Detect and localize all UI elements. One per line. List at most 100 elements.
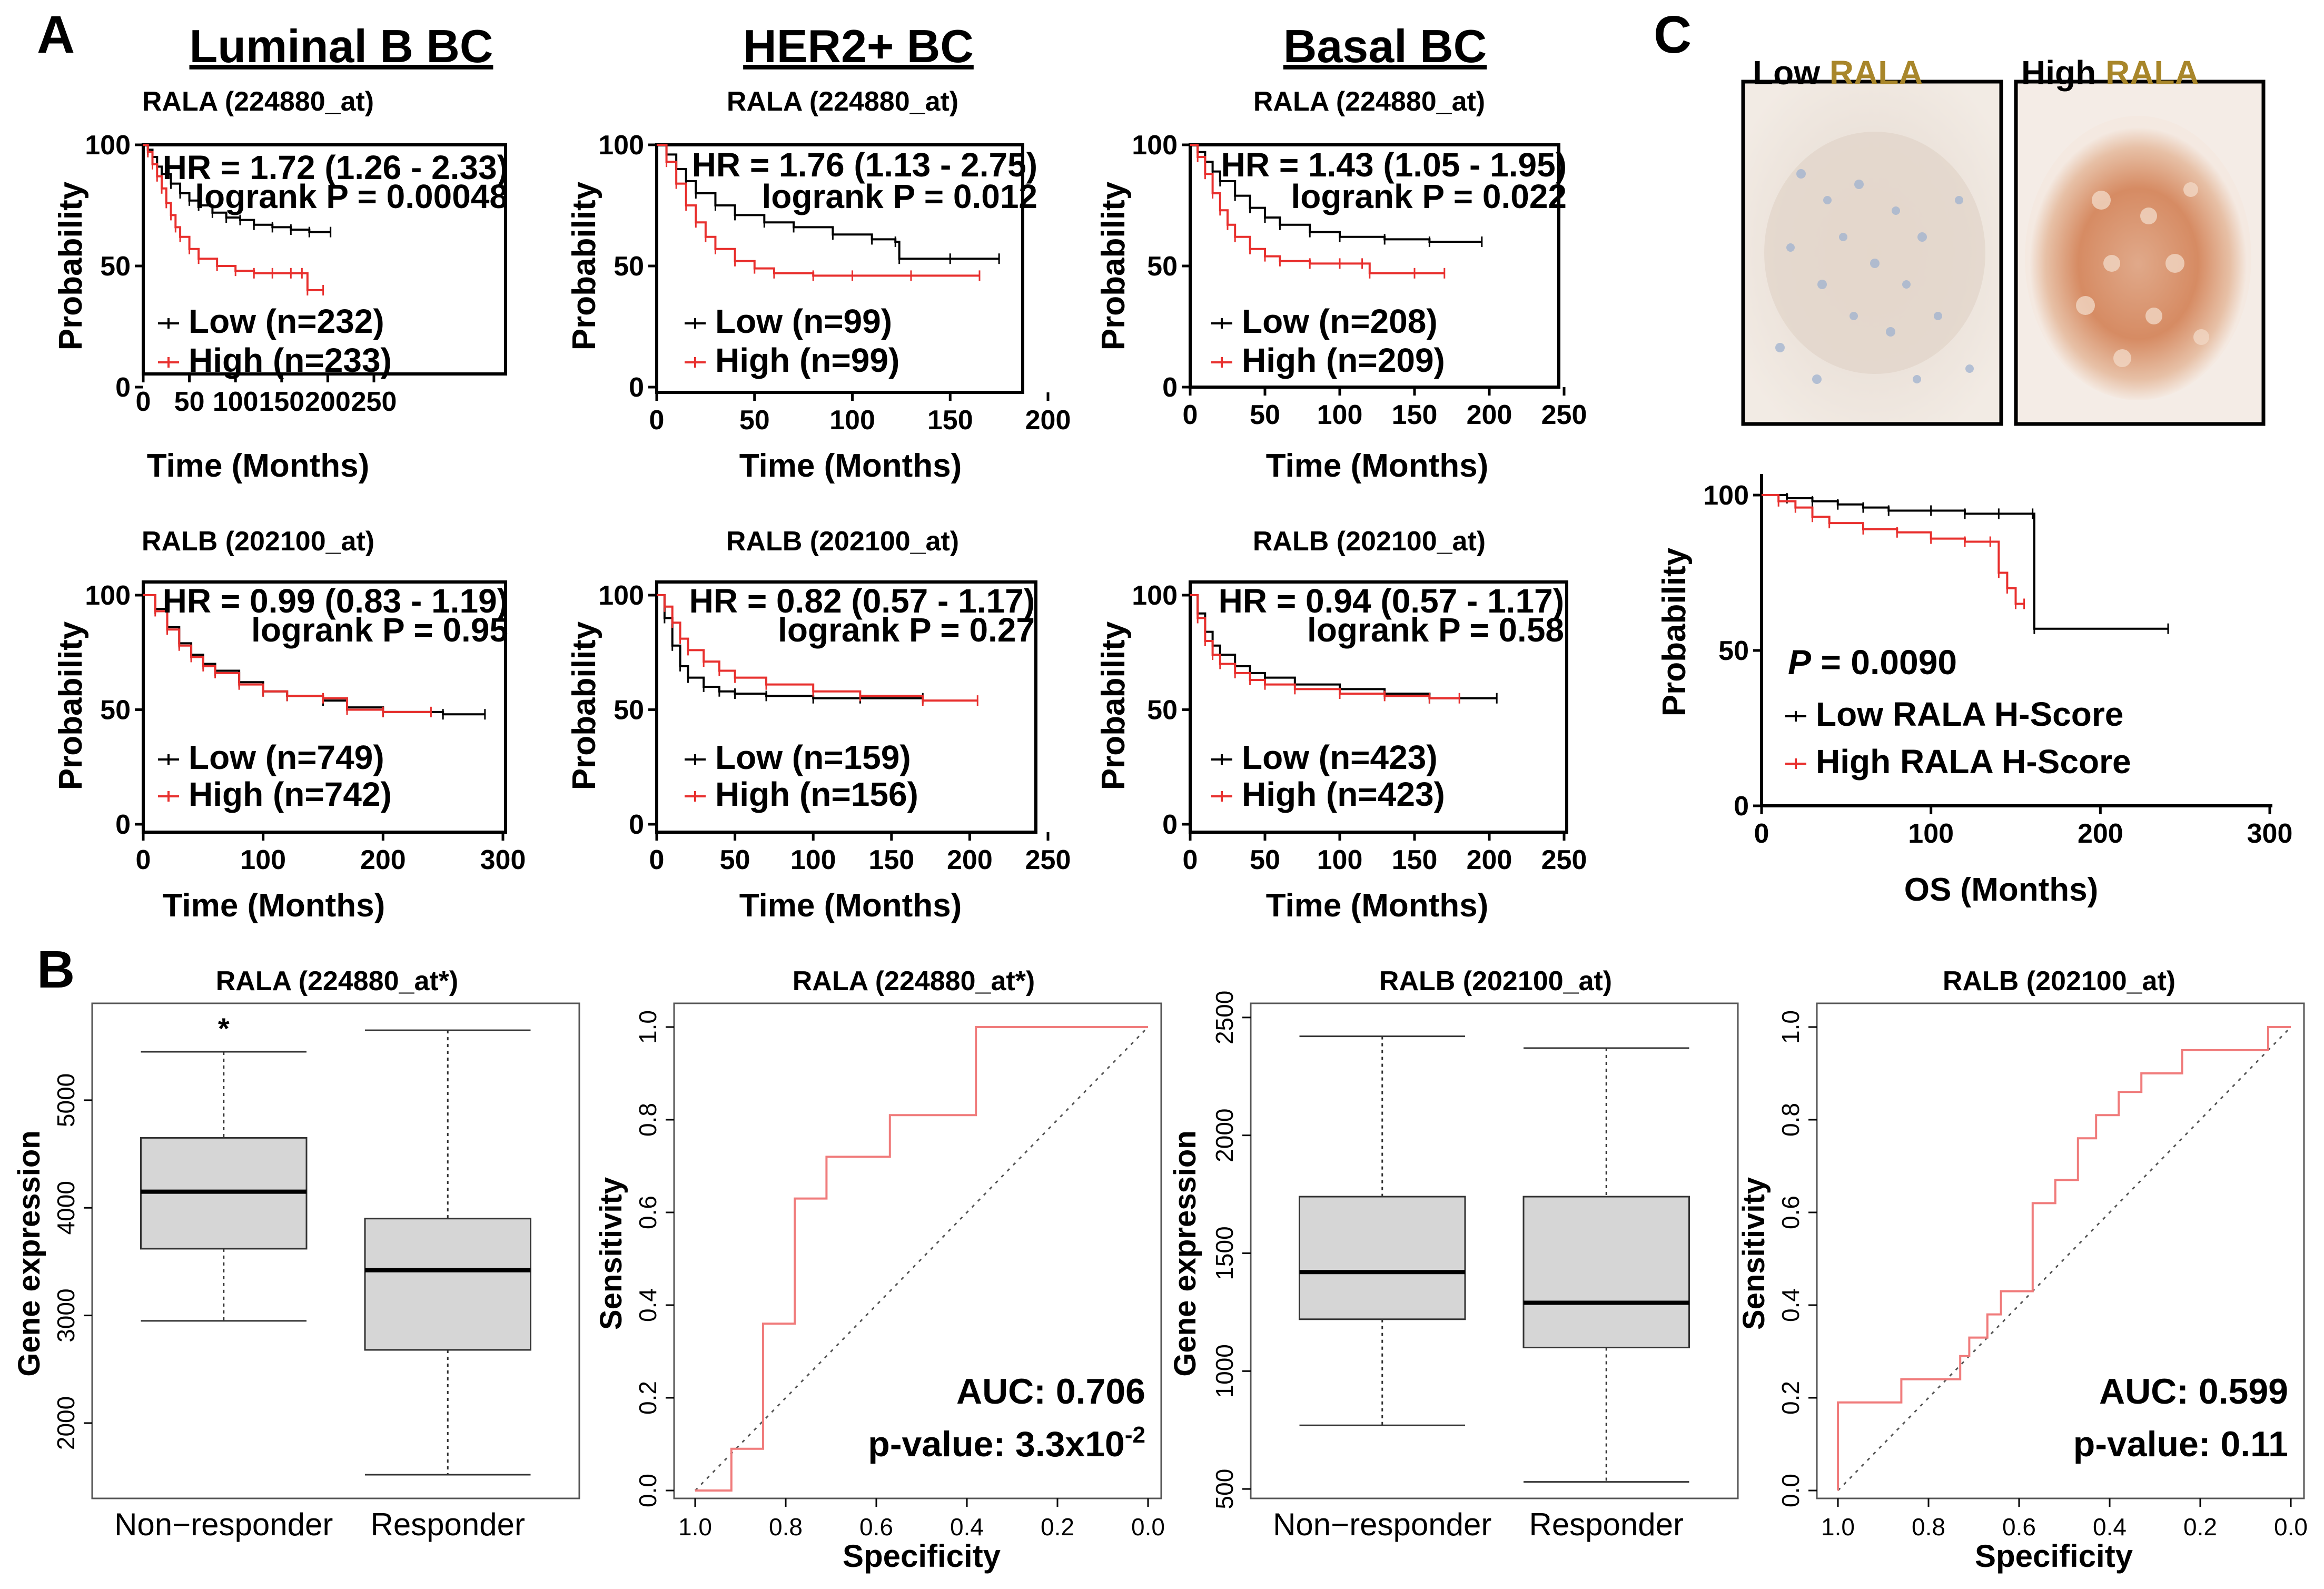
- chart-title: RALB (202100_at): [726, 526, 959, 557]
- y-tick-label: 0: [1734, 791, 1749, 822]
- legend-label-low: Low (n=159): [715, 738, 911, 776]
- chart-title: RALA (224880_at*): [216, 966, 458, 996]
- y-axis-label: Sensitivity: [594, 1177, 628, 1330]
- legend-label-low: Low RALA H-Score: [1816, 695, 2123, 733]
- y-tick-label: 50: [614, 695, 644, 726]
- x-tick-label: 0.2: [1041, 1513, 1074, 1541]
- y-tick-label: 0: [629, 810, 644, 840]
- roc-curve: [695, 1026, 1148, 1492]
- x-tick-label: 100: [1908, 818, 1954, 849]
- y-tick-label: 1.0: [1777, 1010, 1804, 1044]
- plot-frame: [1816, 1002, 2305, 1499]
- x-tick-label: 50: [720, 845, 750, 875]
- x-tick-label: 300: [480, 845, 526, 875]
- ihc-high-gene: RALA: [2105, 54, 2199, 92]
- x-tick-label: 150: [1392, 845, 1438, 875]
- plot-frame: [91, 1002, 580, 1499]
- p-value-annotation: p-value: 3.3x10-2: [868, 1422, 1145, 1464]
- y-tick-label: 100: [1132, 580, 1178, 611]
- y-tick-label: 0: [1162, 810, 1178, 840]
- y-tick-label: 1500: [1211, 1226, 1238, 1280]
- y-axis-label: Probability: [566, 181, 602, 350]
- x-tick-label: 0.8: [769, 1513, 803, 1541]
- x-tick-label: 300: [2247, 818, 2293, 849]
- x-axis-label: Time (Months): [1266, 448, 1489, 484]
- x-tick-label: 0.4: [950, 1513, 984, 1541]
- x-axis-label: Time (Months): [147, 448, 370, 484]
- legend-label-low: Low (n=749): [189, 738, 384, 776]
- x-tick-label: 200: [1467, 400, 1512, 430]
- logrank-annotation: logrank P = 0.012: [762, 177, 1037, 215]
- x-tick-label: 50: [1250, 400, 1280, 430]
- significance-marker: *: [218, 1012, 230, 1045]
- x-axis-label: Specificity: [843, 1538, 1001, 1574]
- km-curve-high: [143, 594, 431, 713]
- logrank-annotation: logrank P = 0.58: [1307, 611, 1564, 649]
- x-tick-label: 0: [649, 405, 665, 436]
- y-axis-label: Gene expression: [12, 1130, 46, 1376]
- y-tick-label: 1000: [1211, 1344, 1238, 1398]
- auc-annotation: AUC: 0.599: [2099, 1371, 2288, 1412]
- y-tick-label: 100: [85, 130, 131, 161]
- ihc-low-nuclei: [1775, 169, 1974, 384]
- chart-title: RALA (224880_at): [142, 86, 374, 117]
- x-tick-label: 200: [947, 845, 993, 875]
- chart-roc-rala: RALA (224880_at*) Sensitivity 1.0 0.8 0.6 0.4…: [594, 966, 1165, 1574]
- x-tick-label: 200: [1467, 845, 1512, 875]
- y-tick-label: 0.2: [1777, 1381, 1804, 1415]
- legend-label-high: High (n=209): [1242, 341, 1445, 379]
- ihc-low-caption: Low RALA: [1753, 54, 1923, 92]
- plot-frame: [673, 1002, 1162, 1499]
- chart-km-her2-ralb: RALB (202100_at) Probability 0 50 100 150 200 2…: [566, 526, 1071, 924]
- hr-annotation: HR = 1.76 (1.13 - 2.75): [692, 146, 1037, 184]
- x-tick-label: 150: [868, 845, 914, 875]
- y-tick-label: 0.8: [634, 1103, 661, 1137]
- y-tick-label: 50: [1147, 251, 1178, 282]
- x-tick-label: 250: [351, 387, 397, 417]
- chart-box-ralb: RALB (202100_at) Gene expression 500 1000 15…: [1168, 966, 1739, 1542]
- x-tick-label: 100: [790, 845, 836, 875]
- chart-title: RALA (224880_at*): [793, 966, 1035, 996]
- x-tick-label: 0.6: [2002, 1513, 2036, 1541]
- x-tick-label: 100: [240, 845, 286, 875]
- logrank-annotation: logrank P = 0.00048: [195, 177, 508, 215]
- chart-title: RALB (202100_at): [1943, 966, 2175, 996]
- y-tick-label: 100: [598, 130, 644, 161]
- hr-annotation: HR = 0.99 (0.83 - 1.19): [163, 582, 508, 620]
- chart-roc-ralb: RALB (202100_at) Sensitivity 1.0 0.8 0.6 0.4 0…: [1737, 966, 2308, 1574]
- y-tick-label: 0.2: [634, 1381, 661, 1415]
- y-tick-label: 50: [100, 251, 131, 282]
- x-tick-label: 200: [1025, 405, 1071, 436]
- category-label: Responder: [370, 1507, 525, 1542]
- x-tick-label: 0: [136, 387, 151, 417]
- legend-label-low: Low (n=99): [715, 302, 892, 340]
- panel-letter-b: B: [37, 940, 75, 999]
- x-tick-label: 0: [1754, 818, 1769, 849]
- x-tick-label: 1.0: [1821, 1513, 1855, 1541]
- legend-label-high: High (n=233): [189, 341, 392, 379]
- hr-annotation: HR = 1.72 (1.26 - 2.33): [163, 149, 508, 186]
- chart-km-basal-rala: RALA (224880_at) Probability 0 50 100 150 200 2…: [1095, 86, 1587, 484]
- y-tick-label: 0.0: [1777, 1474, 1804, 1507]
- plot-frame: [1189, 580, 1568, 834]
- y-tick-label: 3000: [52, 1288, 80, 1342]
- y-tick-label: 1.0: [634, 1010, 661, 1044]
- legend-label-high: High (n=423): [1242, 775, 1445, 813]
- y-tick-label: 0.4: [634, 1288, 661, 1322]
- hr-annotation: HR = 0.82 (0.57 - 1.17): [689, 582, 1035, 620]
- x-tick-label: 0.8: [1912, 1513, 1945, 1541]
- y-tick-label: 100: [1703, 480, 1749, 511]
- y-tick-label: 500: [1211, 1469, 1238, 1509]
- y-tick-label: 0.4: [1777, 1288, 1804, 1322]
- ihc-low-gene: RALA: [1829, 54, 1923, 92]
- y-axis-label: Probability: [53, 621, 89, 790]
- x-tick-label: 0: [136, 845, 151, 875]
- y-axis-label: Probability: [1656, 547, 1693, 716]
- legend-label-high: High RALA H-Score: [1816, 743, 2131, 781]
- x-tick-label: 200: [2078, 818, 2123, 849]
- y-tick-label: 50: [1718, 636, 1749, 666]
- box-iqr: [1522, 1196, 1690, 1349]
- x-tick-label: 150: [927, 405, 973, 436]
- ihc-high-cells: [2076, 182, 2209, 367]
